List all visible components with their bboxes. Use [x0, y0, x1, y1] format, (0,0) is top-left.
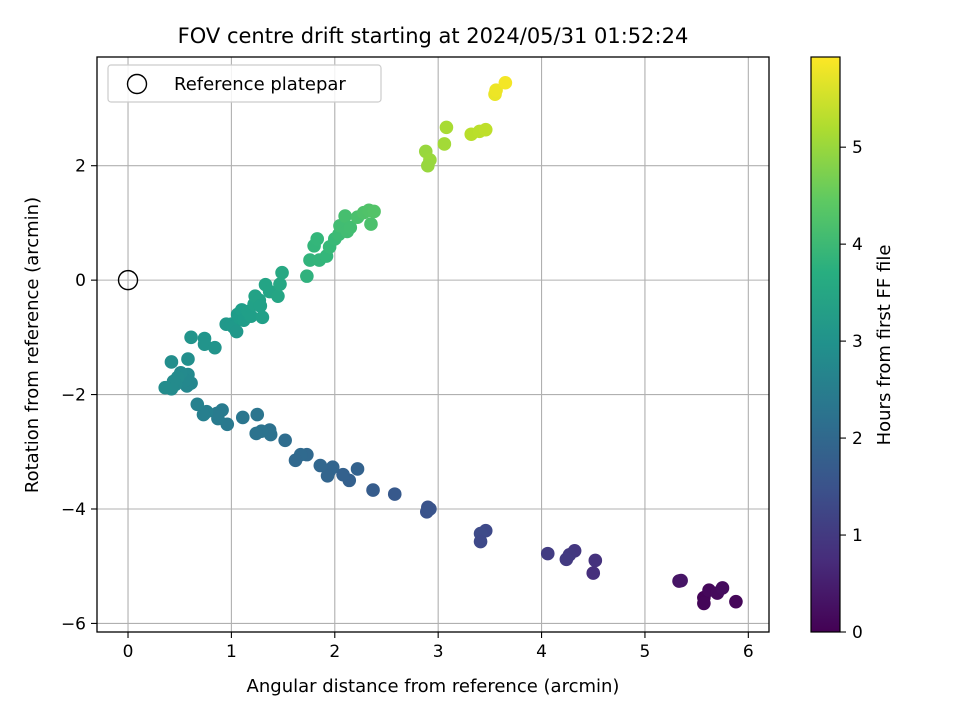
colorbar-ticks: 0 1 2 3 4 5	[840, 138, 863, 643]
x-axis-ticks: 0 1 2 3 4 5 6	[123, 632, 754, 662]
data-point	[229, 324, 244, 339]
data-point	[196, 407, 211, 422]
plot-frame	[96, 56, 770, 633]
data-point	[437, 137, 452, 151]
colorbar-tick-label: 5	[852, 138, 863, 158]
x-axis-label: Angular distance from reference (arcmin)	[247, 676, 620, 697]
data-point	[210, 406, 224, 421]
colorbar-tick-label: 1	[852, 526, 863, 546]
data-point	[255, 310, 270, 325]
data-point	[249, 426, 264, 441]
y-tick-label: −4	[61, 500, 86, 520]
data-point	[235, 410, 250, 425]
colorbar-tick-label: 4	[852, 235, 863, 255]
data-point	[273, 277, 287, 291]
data-points	[158, 75, 743, 611]
data-point	[439, 120, 454, 135]
data-point	[164, 355, 179, 369]
data-point	[473, 534, 488, 549]
data-point	[250, 407, 265, 422]
data-point	[158, 380, 173, 395]
data-point	[300, 269, 314, 283]
reference-point-icon	[117, 269, 139, 291]
data-point	[288, 453, 303, 468]
colorbar-tick-label: 2	[852, 429, 863, 449]
x-tick-label: 4	[536, 642, 547, 662]
data-point	[275, 265, 289, 280]
data-point	[540, 546, 555, 561]
legend-marker-icon	[126, 73, 148, 95]
data-point	[320, 469, 335, 483]
data-point	[184, 330, 198, 345]
y-tick-label: 2	[75, 157, 86, 177]
y-tick-label: −2	[61, 386, 86, 406]
colorbar-label: Hours from first FF file	[874, 245, 895, 446]
data-point	[421, 158, 435, 173]
data-point	[588, 553, 603, 568]
x-tick-label: 3	[433, 642, 444, 662]
y-axis-label: Rotation from reference (arcmin)	[22, 197, 43, 493]
data-point	[489, 83, 503, 97]
data-point	[253, 299, 268, 313]
data-point	[364, 217, 378, 231]
x-tick-label: 1	[226, 642, 237, 662]
data-point	[729, 594, 743, 609]
colorbar-tick-label: 3	[852, 332, 863, 352]
data-point	[559, 552, 574, 567]
legend-entry-label: Reference platepar	[174, 74, 346, 95]
data-point	[697, 596, 711, 611]
data-point	[303, 253, 317, 267]
y-axis-ticks: −6 −4 −2 0 2	[61, 157, 97, 634]
x-tick-label: 6	[743, 642, 754, 662]
data-point	[478, 122, 493, 137]
data-point	[350, 462, 365, 476]
data-point	[715, 581, 730, 595]
data-point	[336, 467, 350, 482]
x-tick-label: 5	[640, 642, 651, 662]
data-point	[343, 220, 358, 235]
data-point	[498, 75, 513, 90]
data-point	[366, 483, 380, 497]
data-point	[367, 204, 381, 219]
data-point	[190, 397, 205, 412]
reference-marker	[117, 269, 139, 291]
data-point	[244, 309, 258, 323]
data-point	[387, 487, 402, 501]
colorbar-gradient	[810, 56, 841, 633]
data-point	[278, 433, 292, 448]
y-tick-label: 0	[75, 271, 86, 291]
data-point	[271, 289, 285, 303]
legend-box	[107, 64, 382, 103]
data-point	[208, 340, 222, 355]
legend: Reference platepar	[107, 64, 382, 103]
data-point	[674, 573, 688, 588]
data-point	[586, 566, 601, 580]
data-point	[338, 209, 352, 223]
data-point	[310, 232, 325, 246]
colorbar-tick-label: 0	[852, 623, 863, 643]
data-point	[181, 352, 195, 366]
data-point	[313, 458, 328, 473]
y-tick-label: −6	[61, 614, 86, 634]
data-point	[423, 502, 437, 516]
x-tick-label: 0	[123, 642, 134, 662]
chart-title: FOV centre drift starting at 2024/05/31 …	[178, 24, 689, 48]
data-point	[197, 337, 212, 352]
colorbar: 0 1 2 3 4 5 Hours from first FF file	[810, 56, 895, 643]
x-tick-label: 2	[329, 642, 340, 662]
